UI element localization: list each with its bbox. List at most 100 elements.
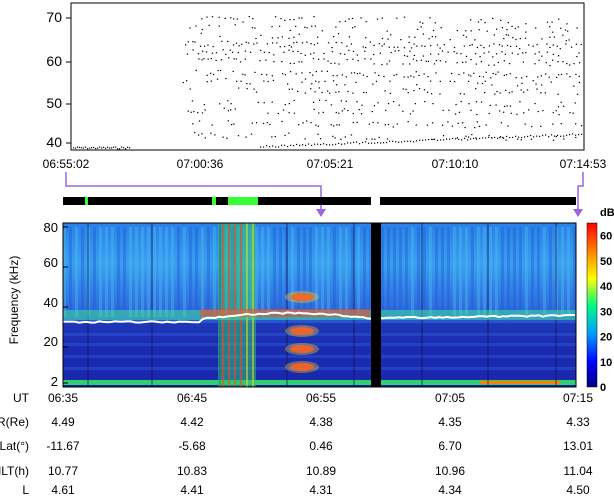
top-dot: [488, 51, 490, 53]
data-coverage-bar: [63, 197, 576, 205]
spectrogram-striation: [159, 227, 162, 317]
top-dot: [459, 93, 462, 95]
top-dot: [503, 105, 506, 108]
top-dot: [323, 58, 325, 60]
top-dot: [356, 101, 358, 103]
top-dot: [352, 50, 355, 53]
top-dot: [410, 47, 413, 49]
ephemeris-cell: 10.83: [177, 464, 207, 478]
top-dot: [564, 29, 567, 31]
top-dot: [524, 37, 527, 39]
top-dot: [245, 136, 247, 138]
colorbar-tick-label: 20: [600, 332, 612, 344]
top-dot: [318, 112, 320, 114]
top-dot: [422, 22, 424, 24]
top-dot: [410, 75, 412, 77]
ephemeris-row-label: Lat(°): [0, 439, 29, 453]
top-dot: [205, 51, 208, 53]
top-dot: [335, 41, 337, 44]
top-dot: [345, 76, 347, 78]
top-dot: [520, 139, 522, 141]
top-dot: [79, 146, 81, 149]
top-dot: [463, 72, 465, 74]
top-dot: [226, 137, 228, 139]
top-dot: [501, 45, 503, 47]
spectrogram-striation: [303, 227, 306, 317]
y-axis-label: Frequency (kHz): [7, 256, 21, 345]
top-dot: [316, 42, 319, 44]
top-dot: [315, 124, 317, 126]
top-dot: [516, 85, 519, 87]
spectrogram-striation: [297, 227, 300, 317]
top-dot: [493, 43, 495, 45]
top-dot: [227, 120, 229, 122]
ephemeris-cell: 07:15: [563, 391, 593, 405]
top-dot: [198, 120, 201, 122]
top-dot: [412, 58, 415, 60]
spectrogram-striation: [543, 227, 546, 317]
top-dot: [363, 91, 365, 94]
ephemeris-row-label: UT: [13, 391, 30, 405]
top-dot: [575, 136, 577, 139]
top-dot: [227, 100, 229, 102]
top-dot: [480, 60, 483, 63]
top-dot: [536, 88, 538, 90]
top-dot: [575, 134, 577, 136]
top-dot: [103, 146, 105, 149]
top-dot: [565, 43, 567, 45]
top-dot: [414, 36, 416, 38]
top-dot: [317, 36, 319, 38]
top-dot: [99, 146, 101, 148]
top-dot: [206, 81, 208, 83]
top-dot: [87, 148, 89, 150]
top-dot: [416, 84, 418, 86]
top-dot: [289, 29, 291, 32]
top-dot: [219, 35, 221, 38]
top-dot: [502, 136, 504, 139]
top-dot: [370, 58, 372, 60]
top-dot: [377, 122, 379, 124]
top-dot: [497, 61, 499, 64]
colorbar-tick-label: 30: [600, 306, 612, 318]
top-dot: [313, 52, 315, 54]
top-dot: [263, 80, 265, 82]
top-dot: [385, 109, 387, 111]
top-dot: [356, 141, 358, 143]
top-dot: [392, 126, 394, 128]
top-dot: [468, 74, 470, 76]
top-dot: [496, 90, 498, 93]
broadband-streak: [234, 223, 236, 387]
top-dot: [468, 103, 470, 105]
top-dot: [340, 100, 342, 102]
top-dot: [344, 53, 346, 55]
top-dot: [552, 139, 555, 141]
top-dot: [390, 34, 392, 36]
top-dot: [311, 25, 313, 27]
emission-burst: [290, 293, 314, 301]
top-dot: [343, 108, 346, 110]
top-dot: [313, 16, 315, 18]
top-dot: [283, 51, 285, 53]
spectrogram-striation: [501, 227, 504, 317]
top-dot: [312, 74, 314, 76]
emission-burst-halo: [285, 361, 319, 373]
spectrogram-striation: [399, 227, 402, 317]
top-dot: [515, 38, 517, 41]
top-dot: [378, 43, 380, 45]
top-dot: [93, 146, 95, 149]
top-dot: [310, 88, 312, 90]
top-dot: [293, 62, 295, 65]
top-dot: [230, 17, 232, 19]
spectrogram-striation: [393, 227, 396, 317]
top-dot: [189, 88, 191, 90]
top-dot: [373, 44, 375, 47]
top-dot: [418, 74, 420, 77]
top-dot: [271, 37, 274, 39]
top-dot: [203, 58, 205, 60]
top-dot: [462, 34, 465, 36]
top-dot: [495, 28, 498, 30]
top-dot: [480, 19, 482, 21]
top-dot: [281, 36, 284, 38]
ephemeris-cell: 4.61: [51, 483, 75, 496]
top-dot: [299, 144, 301, 146]
